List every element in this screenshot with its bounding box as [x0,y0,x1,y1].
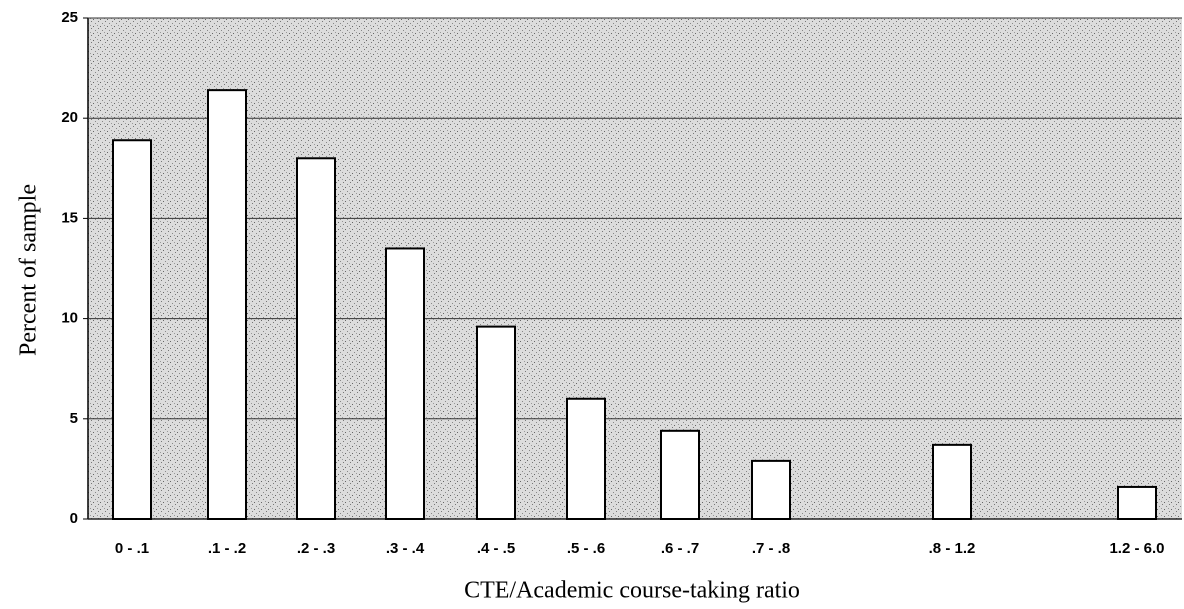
x-axis-label: CTE/Academic course-taking ratio [464,578,800,604]
y-axis-label: Percent of sample [16,184,42,356]
bar [296,157,336,520]
bar [1117,485,1157,521]
bar [566,397,606,521]
bar [932,443,972,520]
y-tick-label: 10 [61,310,78,327]
y-tick-label: 0 [70,510,78,527]
bar [476,325,516,520]
x-tick-label: 1.2 - 6.0 [1109,540,1164,557]
y-tick-label: 5 [70,410,78,427]
plot-texture [88,18,1182,519]
bar [112,139,152,521]
x-tick-label: .4 - .5 [477,540,515,557]
x-tick-label: .3 - .4 [386,540,425,557]
x-tick-label: .1 - .2 [208,540,246,557]
x-tick-label: .7 - .8 [752,540,790,557]
bar [751,459,791,521]
x-tick-label: .5 - .6 [567,540,605,557]
bar [385,247,425,521]
x-tick-label: 0 - .1 [115,540,149,557]
x-tick-label: .8 - 1.2 [929,540,976,557]
y-tick-label: 20 [61,109,78,126]
bar [207,89,247,520]
bar [660,429,700,521]
y-tick-label: 25 [61,9,78,26]
y-tick-label: 15 [61,209,78,226]
x-tick-label: .6 - .7 [661,540,699,557]
x-tick-label: .2 - .3 [297,540,335,557]
